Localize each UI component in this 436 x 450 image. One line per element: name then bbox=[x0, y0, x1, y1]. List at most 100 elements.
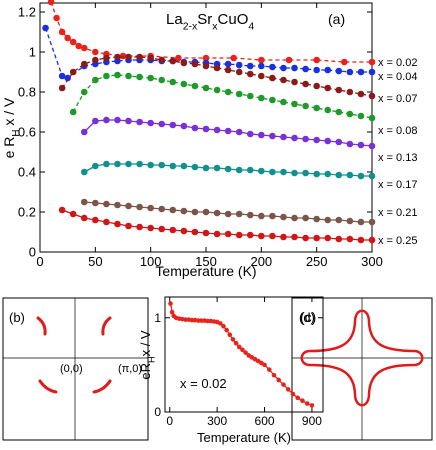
data-point bbox=[202, 54, 210, 62]
data-point bbox=[114, 160, 121, 168]
data-point bbox=[285, 56, 293, 64]
series-label: x = 0.07 bbox=[378, 93, 417, 105]
data-point bbox=[92, 199, 99, 207]
data-point bbox=[169, 162, 177, 170]
y-tick-label: 0.2 bbox=[18, 205, 36, 220]
series-line bbox=[44, 27, 372, 79]
data-point bbox=[269, 212, 276, 220]
series-line bbox=[72, 74, 373, 119]
data-point bbox=[368, 218, 376, 226]
data-point bbox=[290, 391, 296, 397]
x-tick-label: 50 bbox=[88, 254, 102, 269]
data-point bbox=[213, 230, 221, 238]
panel-d: (d) bbox=[291, 297, 433, 441]
data-point bbox=[202, 62, 210, 70]
data-point bbox=[136, 118, 143, 126]
data-point bbox=[147, 204, 154, 212]
data-point bbox=[280, 168, 287, 176]
data-point bbox=[169, 78, 177, 86]
x-tick-label: 200 bbox=[250, 254, 272, 269]
point-label: (0,0) bbox=[60, 363, 83, 375]
chart-title-part: Sr bbox=[197, 11, 212, 28]
data-point bbox=[233, 340, 239, 346]
data-point bbox=[269, 63, 276, 71]
data-point bbox=[224, 165, 232, 173]
data-point bbox=[302, 65, 309, 73]
data-point bbox=[147, 74, 154, 82]
data-point bbox=[276, 377, 282, 383]
fermi-arc bbox=[38, 379, 58, 394]
data-point bbox=[69, 68, 77, 76]
fermi-arc bbox=[92, 379, 112, 394]
data-point bbox=[302, 80, 309, 88]
data-point bbox=[368, 92, 376, 100]
data-point bbox=[114, 116, 121, 124]
panel-label: (c) bbox=[300, 309, 316, 325]
series-label: x = 0.04 bbox=[378, 71, 417, 83]
panel-b: (b) (0,0) (π,0) bbox=[2, 297, 149, 441]
data-point bbox=[136, 73, 143, 81]
data-point bbox=[280, 233, 287, 241]
y-axis-label: e RH x / V bbox=[1, 97, 22, 158]
data-point bbox=[280, 76, 287, 84]
data-point bbox=[199, 318, 204, 323]
chart-title-part: CuO bbox=[218, 11, 249, 28]
data-point bbox=[280, 213, 287, 221]
series-label: x = 0.02 bbox=[378, 57, 417, 69]
data-point bbox=[324, 137, 332, 145]
data-point bbox=[346, 88, 354, 96]
plot-frame bbox=[164, 296, 324, 413]
data-point bbox=[280, 133, 287, 141]
data-point bbox=[335, 216, 343, 224]
data-point bbox=[262, 362, 267, 368]
data-point bbox=[158, 56, 166, 64]
data-point bbox=[246, 70, 254, 78]
data-point bbox=[235, 210, 243, 218]
data-point bbox=[368, 236, 376, 244]
data-point bbox=[235, 68, 243, 76]
data-point bbox=[92, 76, 99, 84]
data-point bbox=[202, 208, 210, 216]
data-point bbox=[324, 84, 332, 92]
data-point bbox=[158, 76, 166, 84]
data-point bbox=[103, 54, 110, 62]
data-point bbox=[180, 207, 188, 215]
data-point bbox=[80, 44, 88, 52]
y-tick-label: 1.2 bbox=[18, 5, 36, 20]
data-point bbox=[92, 162, 99, 170]
data-point bbox=[258, 232, 265, 240]
data-point bbox=[357, 90, 365, 98]
data-point bbox=[235, 128, 243, 136]
data-point bbox=[213, 164, 221, 172]
fermi-arc bbox=[101, 316, 112, 336]
data-point bbox=[346, 235, 354, 243]
data-point bbox=[246, 211, 254, 219]
data-point bbox=[80, 88, 88, 96]
data-point bbox=[313, 104, 320, 112]
data-point bbox=[309, 403, 315, 408]
data-point bbox=[213, 126, 221, 134]
data-point bbox=[224, 230, 232, 238]
data-point bbox=[69, 38, 77, 46]
data-point bbox=[302, 169, 309, 177]
chart-title: La2-xSrxCuO4 bbox=[166, 11, 254, 32]
series-line bbox=[61, 56, 373, 97]
data-point bbox=[191, 163, 199, 171]
data-point bbox=[175, 54, 182, 62]
data-point bbox=[114, 53, 121, 61]
data-point bbox=[64, 74, 71, 82]
data-point bbox=[313, 82, 320, 90]
y-axis-label-part: x / V bbox=[138, 330, 153, 356]
data-point bbox=[158, 120, 166, 128]
data-point bbox=[224, 327, 229, 333]
data-point bbox=[103, 200, 110, 208]
data-point bbox=[42, 24, 49, 32]
data-point bbox=[335, 86, 343, 94]
y-tick-label: 0.8 bbox=[18, 85, 36, 100]
data-point bbox=[324, 106, 332, 114]
data-point bbox=[103, 218, 110, 226]
data-point bbox=[202, 229, 210, 237]
data-point bbox=[324, 216, 332, 224]
